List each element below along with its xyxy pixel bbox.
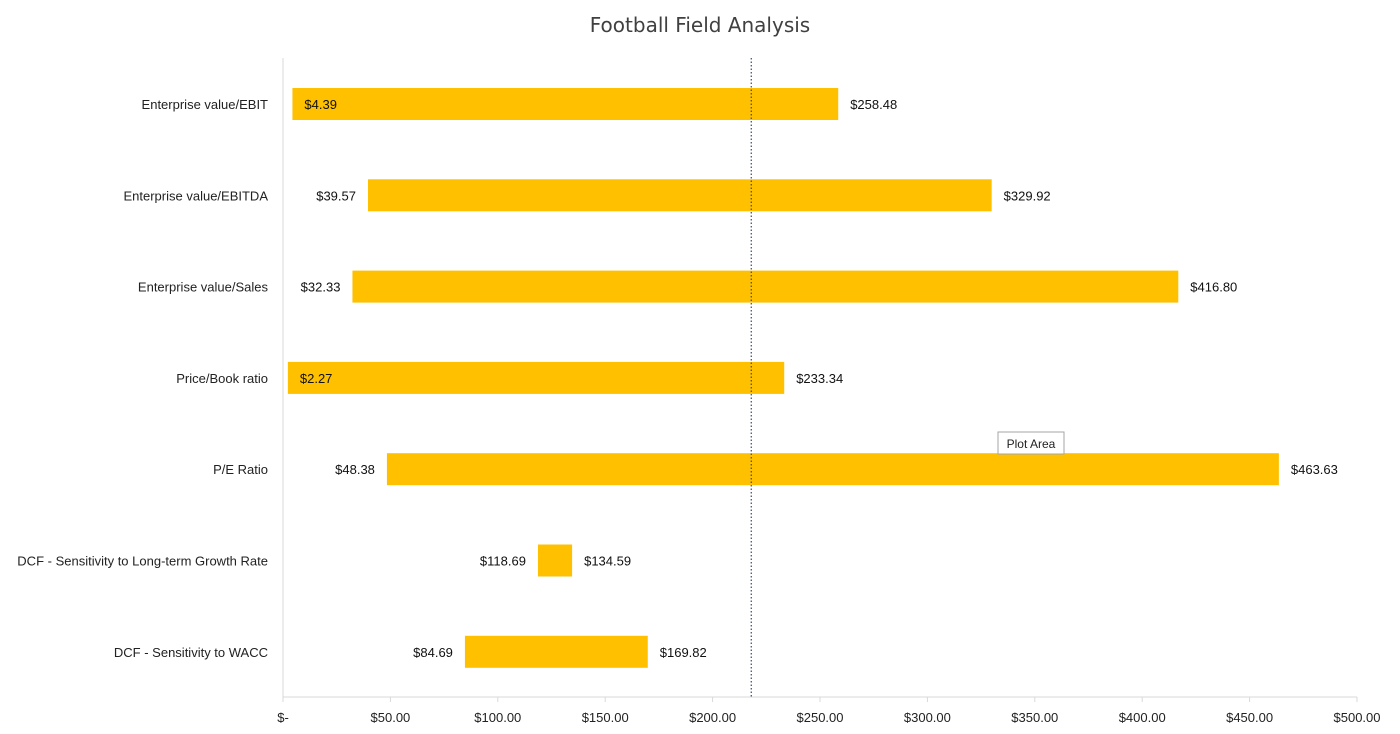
plot-area[interactable]: $- $50.00 $100.00 $150.00 $200.00 $250.00 $300… — [17, 58, 1381, 725]
x-tick-label: $250.00 — [797, 710, 844, 725]
x-tick-label: $150.00 — [582, 710, 629, 725]
high-value-label: $258.48 — [850, 97, 897, 112]
x-tick-label: $350.00 — [1011, 710, 1058, 725]
low-value-label: $2.27 — [300, 371, 333, 386]
category-label: P/E Ratio — [213, 462, 268, 477]
range-bar[interactable] — [287, 361, 785, 394]
range-bar[interactable] — [352, 270, 1179, 303]
low-value-label: $4.39 — [304, 97, 337, 112]
low-value-label: $39.57 — [316, 188, 356, 203]
tooltip-box — [997, 431, 1065, 455]
range-bar[interactable] — [386, 453, 1279, 486]
plot-area-tooltip: Plot Area — [997, 431, 1065, 455]
x-tick-label: $450.00 — [1226, 710, 1273, 725]
low-value-label: $48.38 — [335, 462, 375, 477]
low-value-label: $32.33 — [301, 280, 341, 295]
high-value-label: $463.63 — [1291, 462, 1338, 477]
category-label: DCF - Sensitivity to Long-term Growth Ra… — [17, 554, 268, 569]
chart-title: Football Field Analysis — [590, 13, 810, 37]
range-bar[interactable] — [537, 544, 573, 577]
high-value-label: $416.80 — [1190, 280, 1237, 295]
high-value-label: $233.34 — [796, 371, 843, 386]
category-label: Enterprise value/EBIT — [142, 97, 269, 112]
x-tick-label: $400.00 — [1119, 710, 1166, 725]
high-value-label: $169.82 — [660, 645, 707, 660]
x-tick-label: $- — [277, 710, 289, 725]
low-value-label: $84.69 — [413, 645, 453, 660]
tooltip-text: Plot Area — [1007, 437, 1056, 451]
high-value-label: $134.59 — [584, 554, 631, 569]
high-value-label: $329.92 — [1004, 188, 1051, 203]
low-value-label: $118.69 — [480, 554, 526, 569]
range-bar[interactable] — [367, 179, 992, 212]
x-tick-label: $200.00 — [689, 710, 736, 725]
x-tick-label: $300.00 — [904, 710, 951, 725]
category-label: Enterprise value/Sales — [138, 280, 269, 295]
x-tick-label: $100.00 — [474, 710, 521, 725]
category-label: Price/Book ratio — [176, 371, 268, 386]
range-bar[interactable] — [464, 635, 648, 668]
x-tick-label: $50.00 — [371, 710, 411, 725]
category-label: DCF - Sensitivity to WACC — [114, 645, 268, 660]
category-label: Enterprise value/EBITDA — [123, 188, 268, 203]
range-bar[interactable] — [292, 88, 839, 120]
x-tick-label: $500.00 — [1334, 710, 1381, 725]
